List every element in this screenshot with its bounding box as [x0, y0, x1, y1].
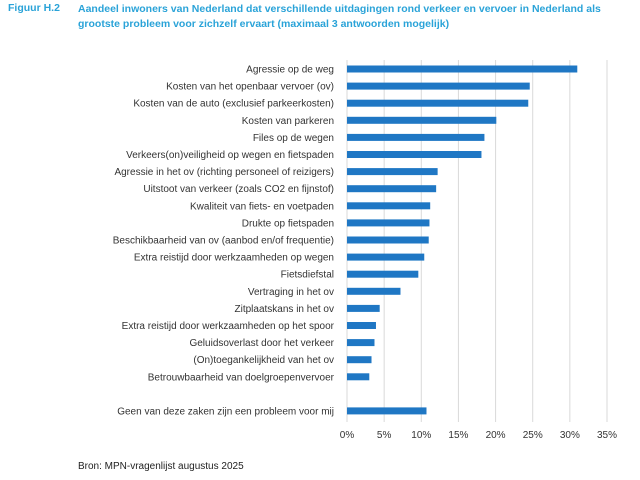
category-label: Agressie op de weg [246, 65, 334, 76]
bar [347, 253, 425, 261]
figure-label: Figuur H.2 [8, 2, 60, 14]
x-tick-label: 30% [560, 430, 580, 441]
bar [347, 270, 419, 278]
category-label: Uitstoot van verkeer (zoals CO2 en fijns… [143, 184, 334, 195]
bar [347, 356, 372, 364]
bar [347, 236, 429, 244]
x-tick-label: 5% [377, 430, 392, 441]
x-tick-label: 10% [411, 430, 431, 441]
source-note: Bron: MPN-vragenlijst augustus 2025 [78, 461, 244, 472]
bar [347, 185, 437, 193]
category-label: Verkeers(on)veiligheid op wegen en fiets… [126, 150, 334, 161]
x-tick-labels: 0% 5% 10% 15% 20% 25% 30% 35% [340, 430, 617, 441]
category-label: Geen van deze zaken zijn een probleem vo… [117, 406, 334, 417]
bar [347, 407, 427, 415]
category-labels: Agressie op de weg Kosten van het openbaa… [113, 65, 335, 418]
bar [347, 219, 430, 227]
x-tick-label: 15% [448, 430, 468, 441]
category-label: Drukte op fietspaden [242, 218, 334, 229]
bar [347, 373, 370, 381]
bar [347, 116, 497, 124]
bar [347, 287, 401, 295]
bar [347, 168, 438, 176]
x-tick-label: 25% [523, 430, 543, 441]
category-label: Kosten van parkeren [242, 116, 334, 127]
bar [347, 339, 375, 347]
category-label: Kosten van de auto (exclusief parkeerkos… [133, 99, 334, 110]
category-label: Vertraging in het ov [248, 287, 334, 298]
x-tick-label: 35% [597, 430, 617, 441]
bar [347, 99, 529, 107]
category-label: Geluidsoverlast door het verkeer [189, 338, 334, 349]
category-label: Files op de wegen [253, 133, 334, 144]
figure-title: Aandeel inwoners van Nederland dat versc… [78, 3, 601, 30]
category-label: Agressie in het ov (richting personeel o… [114, 167, 334, 178]
bar [347, 202, 431, 210]
bar [347, 133, 485, 141]
x-tick-label: 20% [486, 430, 506, 441]
category-label: Fietsdiefstal [281, 270, 334, 281]
category-label: Betrouwbaarheid van doelgroepenvervoer [148, 372, 335, 383]
bar [347, 151, 482, 158]
category-label: Kwaliteit van fiets- en voetpaden [190, 201, 334, 212]
category-label: Kosten van het openbaar vervoer (ov) [166, 82, 334, 93]
bar [347, 304, 380, 312]
category-label: Beschikbaarheid van ov (aanbod en/of fre… [113, 236, 334, 247]
category-label: Extra reistijd door werkzaamheden op het… [122, 321, 335, 332]
x-tick-label: 0% [340, 430, 355, 441]
bars [347, 65, 578, 415]
bar [347, 82, 530, 90]
bar [347, 65, 578, 73]
bar [347, 322, 376, 329]
category-label: Zitplaatskans in het ov [235, 304, 335, 315]
category-label: (On)toegankelijkheid van het ov [193, 355, 334, 366]
category-label: Extra reistijd door werkzaamheden op weg… [134, 253, 334, 264]
